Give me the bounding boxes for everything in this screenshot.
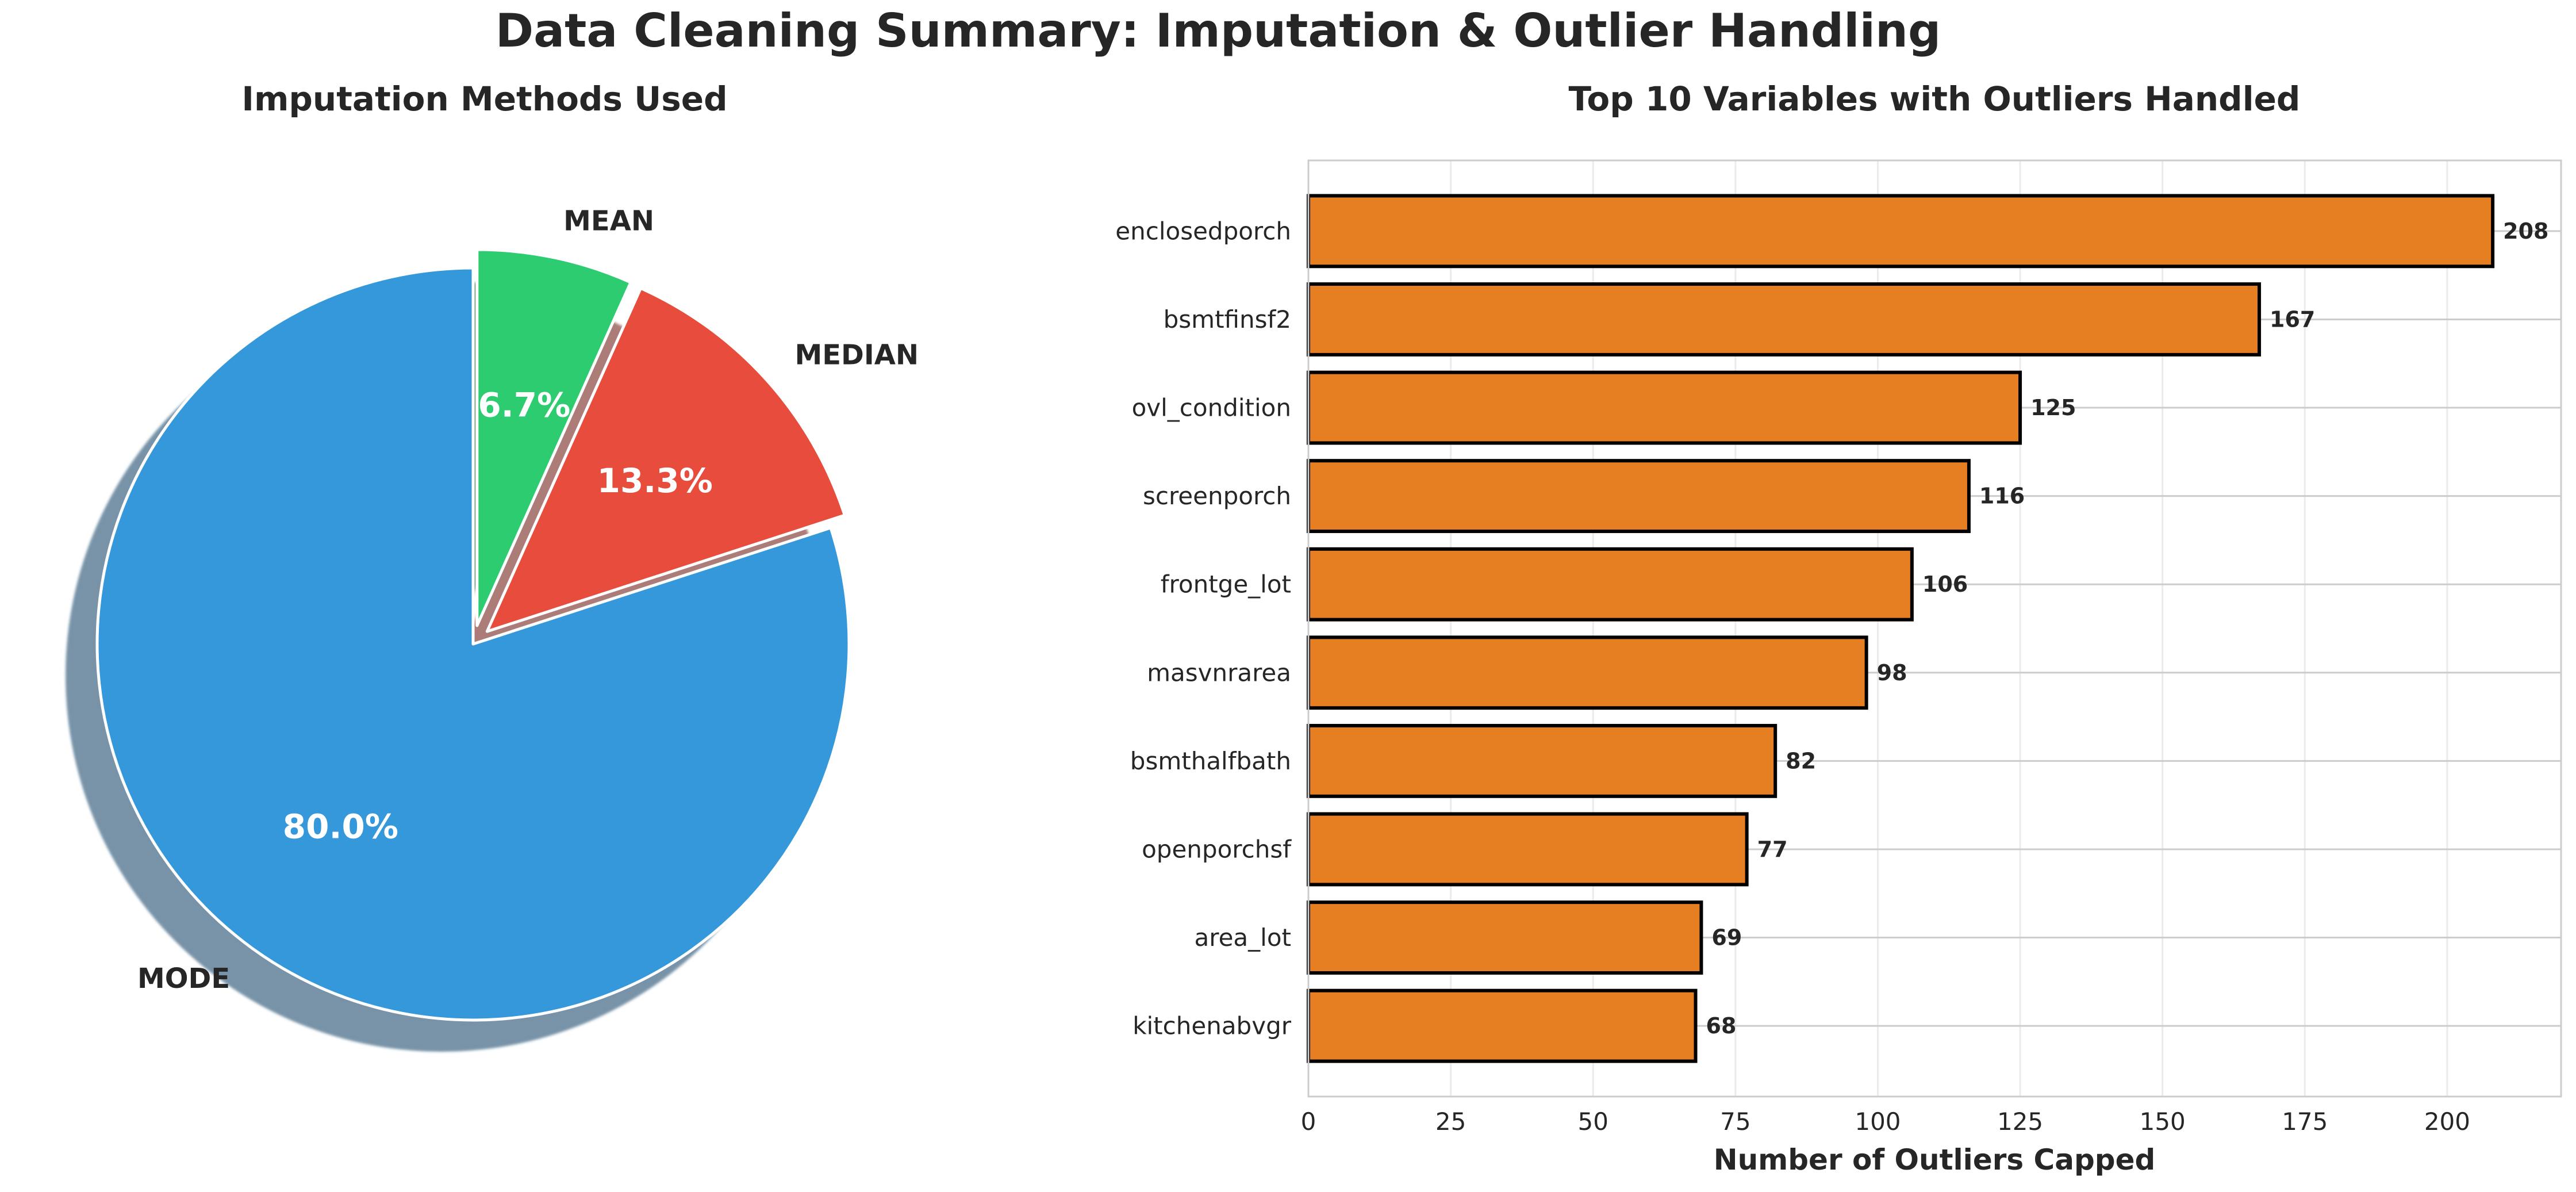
pie-percent-mean: 6.7% xyxy=(478,385,570,424)
y-tick-label-masvnrarea: masvnrarea xyxy=(1147,658,1291,687)
y-tick-label-screenporch: screenporch xyxy=(1143,482,1291,510)
figure-title: Data Cleaning Summary: Imputation & Outl… xyxy=(496,4,1941,58)
pie-labels: MODE 80.0% MEDIAN 13.3% MEAN 6.7% xyxy=(137,205,919,995)
bar-x-tick-labels: 0 25 50 75 100 125 150 175 200 xyxy=(1301,1107,2470,1136)
pie-slice-mean xyxy=(475,248,632,627)
bar-chart-panel: Top 10 Variables with Outliers Handled 2… xyxy=(1115,79,2562,1176)
pie-label-median: MEDIAN xyxy=(794,339,919,371)
bar-value-frontge-lot: 106 xyxy=(1922,572,1968,597)
x-tick-label: 175 xyxy=(2282,1107,2328,1136)
x-tick-label: 75 xyxy=(1720,1107,1750,1136)
pie-label-mean: MEAN xyxy=(563,205,654,237)
bar-enclosedporch xyxy=(1307,194,2495,269)
pie-slices xyxy=(95,248,851,1022)
bar-frontge-lot xyxy=(1307,547,1914,622)
bar-bsmtfinsf2 xyxy=(1307,282,2262,357)
bar-kitchenabvgr xyxy=(1307,988,1698,1063)
y-tick-label-enclosedporch: enclosedporch xyxy=(1115,217,1291,245)
x-tick-label: 25 xyxy=(1435,1107,1466,1136)
bar-value-enclosedporch: 208 xyxy=(2503,219,2548,244)
pie-slice-mode xyxy=(95,266,851,1022)
x-tick-label: 50 xyxy=(1578,1107,1608,1136)
y-tick-label-area-lot: area_lot xyxy=(1195,923,1292,952)
bar-ovl-condition xyxy=(1307,370,2022,445)
bar-plot-frame xyxy=(1307,159,2562,1098)
bar-value-bsmtfinsf2: 167 xyxy=(2270,306,2315,332)
bar-screenporch xyxy=(1307,459,1971,534)
pie-chart-title: Imputation Methods Used xyxy=(241,79,727,118)
bar-chart-title: Top 10 Variables with Outliers Handled xyxy=(1569,79,2301,118)
bar-openporchsf xyxy=(1307,812,1749,887)
y-tick-label-bsmthalfbath: bsmthalfbath xyxy=(1130,747,1291,775)
bar-value-openporchsf: 77 xyxy=(1757,837,1788,862)
y-tick-label-bsmtfinsf2: bsmtfinsf2 xyxy=(1164,305,1291,334)
bar-value-masvnrarea: 98 xyxy=(1877,660,1907,685)
bar-value-ovl-condition: 125 xyxy=(2030,395,2076,420)
x-tick-label: 0 xyxy=(1301,1107,1316,1136)
x-tick-label: 125 xyxy=(1997,1107,2043,1136)
bar-value-area-lot: 69 xyxy=(1711,925,1742,950)
bar-value-screenporch: 116 xyxy=(1979,484,2025,509)
pie-slice-median xyxy=(485,286,846,633)
bar-value-labels: 208 167 125 116 106 98 82 77 69 68 xyxy=(1706,219,2549,1038)
bar-bars xyxy=(1307,194,2495,1063)
y-tick-label-kitchenabvgr: kitchenabvgr xyxy=(1132,1012,1292,1040)
x-tick-label: 100 xyxy=(1855,1107,1901,1136)
x-tick-label: 200 xyxy=(2424,1107,2470,1136)
pie-percent-median: 13.3% xyxy=(597,461,713,500)
pie-chart-panel: Imputation Methods Used MODE 80.0% MEDIAN 1… xyxy=(66,79,919,1052)
y-tick-label-frontge-lot: frontge_lot xyxy=(1161,570,1291,599)
x-tick-label: 150 xyxy=(2140,1107,2186,1136)
pie-percent-mode: 80.0% xyxy=(283,807,398,846)
bar-bsmthalfbath xyxy=(1307,723,1778,798)
bar-value-bsmthalfbath: 82 xyxy=(1786,748,1816,773)
bar-x-axis-label: Number of Outliers Capped xyxy=(1714,1143,2156,1176)
bar-category-labels: enclosedporch bsmtfinsf2 ovl_conditionscre… xyxy=(1115,217,1292,1040)
bar-area-lot xyxy=(1307,900,1703,975)
pie-label-mode: MODE xyxy=(137,963,230,995)
y-tick-label-ovl-condition: ovl_condition xyxy=(1132,394,1291,422)
bar-value-kitchenabvgr: 68 xyxy=(1706,1013,1737,1038)
bar-masvnrarea xyxy=(1307,635,1868,710)
y-tick-label-openporchsf: openporchsf xyxy=(1142,835,1292,863)
